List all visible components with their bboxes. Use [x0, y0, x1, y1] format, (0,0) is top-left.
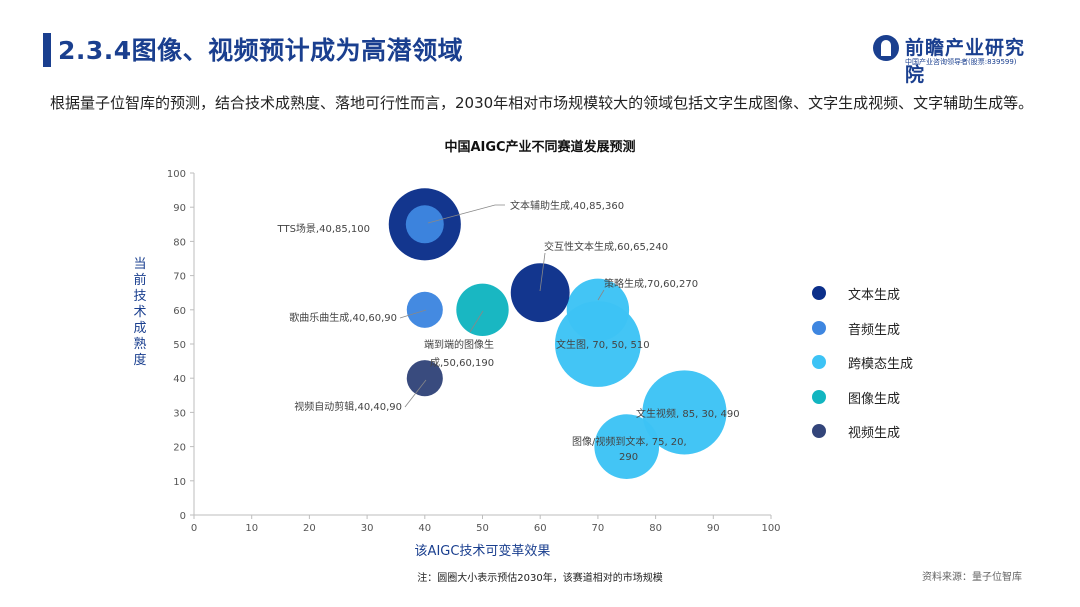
x-tick-label: 10 — [245, 523, 258, 534]
y-tick-label: 50 — [173, 340, 186, 351]
x-tick-label: 100 — [761, 523, 780, 534]
y-tick-label: 30 — [173, 408, 186, 419]
y-tick-label: 60 — [173, 306, 186, 317]
bubble-label: 视频自动剪辑,40,40,90 — [294, 400, 402, 413]
x-tick-label: 0 — [191, 523, 197, 534]
bubble-label: 策略生成,70,60,270 — [604, 277, 698, 290]
bubble-label: 文本辅助生成,40,85,360 — [510, 199, 624, 212]
bubble-point — [406, 291, 443, 328]
logo-icon — [873, 35, 899, 61]
legend-label: 文本生成 — [848, 288, 901, 303]
x-axis-title: 该AIGC技术可变革效果 — [415, 543, 551, 559]
bubble-label: TTS场景,40,85,100 — [277, 222, 370, 235]
bubble-label: 成,50,60,190 — [430, 357, 494, 369]
legend-item: 图像生成 — [812, 387, 952, 407]
page-title: 2.3.4图像、视频预计成为高潜领域 — [58, 36, 464, 65]
y-tick-label: 40 — [173, 374, 186, 385]
chart-title: 中国AIGC产业不同赛道发展预测 — [444, 140, 636, 155]
legend-item: 跨模态生成 — [812, 352, 952, 372]
legend-item: 音频生成 — [812, 318, 952, 338]
y-tick-label: 0 — [180, 511, 186, 522]
logo-subtitle: 中国产业咨询领导者(股票:839599) — [905, 58, 1017, 66]
x-tick-label: 40 — [418, 523, 431, 534]
bubble-label: 文生视频, 85, 30, 490 — [636, 407, 740, 420]
label-leader-line — [597, 289, 605, 301]
logo: 前瞻产业研究院 中国产业咨询领导者(股票:839599) — [873, 33, 1043, 86]
bubble-label: 歌曲乐曲生成,40,60,90 — [289, 311, 397, 324]
bubble-label: 图像/视频到文本, 75, 20, — [572, 435, 687, 448]
title-accent-bar — [43, 33, 51, 67]
x-tick-label: 20 — [303, 523, 316, 534]
bubble-label: 交互性文本生成,60,65,240 — [544, 240, 668, 253]
legend-label: 音频生成 — [848, 322, 901, 338]
y-tick-label: 70 — [173, 272, 186, 283]
legend-label: 视频生成 — [848, 426, 901, 441]
bubble-point — [566, 278, 630, 342]
x-tick-label: 60 — [534, 523, 547, 534]
legend-swatch — [812, 286, 826, 300]
bubble-point — [456, 283, 509, 336]
label-leader-line — [399, 309, 427, 319]
y-tick-label: 80 — [173, 237, 186, 248]
legend-label: 图像生成 — [848, 391, 901, 407]
label-leader-line — [469, 310, 484, 333]
y-tick-label: 20 — [173, 443, 186, 454]
bubble-label: 290 — [619, 452, 638, 463]
bubble-point — [405, 205, 444, 244]
bubble-point — [510, 263, 570, 323]
label-leader-line — [404, 379, 427, 408]
label-leader-line — [427, 204, 505, 224]
source-note: 资料来源：量子位智库 — [922, 572, 1022, 583]
bubble-point — [642, 370, 727, 455]
y-tick-label: 90 — [173, 203, 186, 214]
x-tick-label: 30 — [361, 523, 374, 534]
bubble-label: 端到端的图像生 — [424, 338, 494, 351]
x-tick-label: 80 — [649, 523, 662, 534]
label-leader-line — [539, 252, 546, 292]
x-tick-label: 90 — [707, 523, 720, 534]
legend-swatch — [812, 389, 826, 404]
legend-label: 跨模态生成 — [848, 357, 914, 372]
y-tick-label: 100 — [167, 169, 186, 180]
legend-item: 视频生成 — [812, 421, 952, 441]
legend-item: 文本生成 — [812, 283, 952, 303]
x-tick-label: 50 — [476, 523, 489, 534]
footnote: 注：圆圈大小表示预估2030年，该赛道相对的市场规模 — [417, 573, 663, 584]
legend-swatch — [812, 424, 826, 438]
bubble-label: 文生图, 70, 50, 510 — [556, 338, 650, 351]
logo-name: 前瞻产业研究院 — [905, 37, 1026, 86]
legend-swatch — [812, 320, 826, 335]
bubble-point — [406, 360, 443, 397]
bubble-point — [594, 414, 660, 479]
y-axis-title: 当前技术成熟度 — [133, 257, 146, 368]
x-tick-label: 70 — [592, 523, 605, 534]
intro-paragraph: 根据量子位智库的预测，结合技术成熟度、落地可行性而言，2030年相对市场规模较大… — [50, 94, 1034, 112]
y-tick-label: 10 — [173, 477, 186, 488]
legend-swatch — [812, 355, 826, 369]
